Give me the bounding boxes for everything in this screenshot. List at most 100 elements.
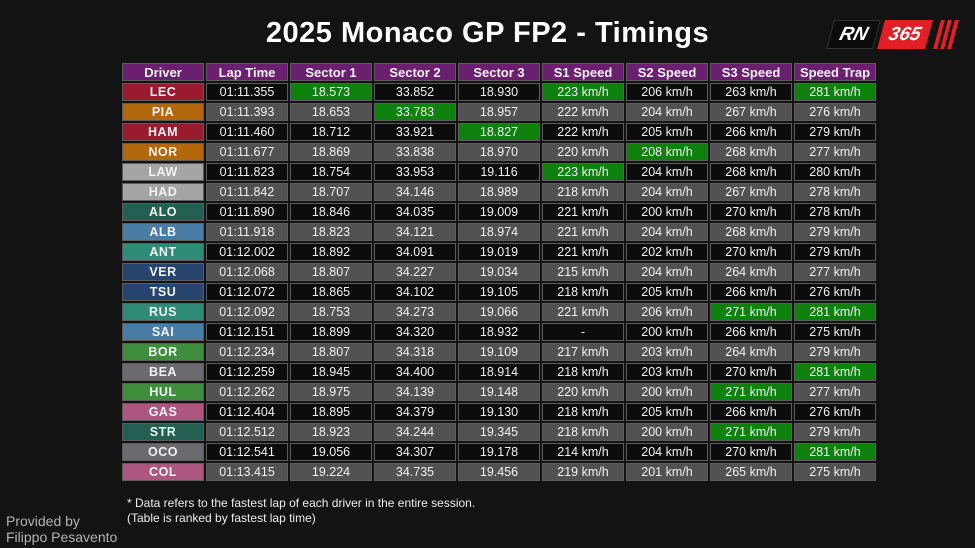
value-cell: 34.735 [374,463,456,481]
value-cell: 01:12.541 [206,443,288,461]
value-cell: 266 km/h [710,403,792,421]
value-cell: 19.224 [290,463,372,481]
value-cell: 200 km/h [626,203,708,221]
value-cell: 18.989 [458,183,540,201]
value-cell: 33.783 [374,103,456,121]
value-cell: 19.178 [458,443,540,461]
value-cell: 33.921 [374,123,456,141]
value-cell: 204 km/h [626,223,708,241]
table-row: GAS 01:12.404 18.895 34.379 19.130 218 km/h 20… [122,403,876,421]
value-cell: 279 km/h [794,343,876,361]
table-row: PIA 01:11.393 18.653 33.783 18.957 222 km/h 20… [122,103,876,121]
value-cell: 18.945 [290,363,372,381]
value-cell: 266 km/h [710,323,792,341]
value-cell: 222 km/h [542,103,624,121]
value-cell: 277 km/h [794,383,876,401]
value-cell: 223 km/h [542,83,624,101]
value-cell: 19.034 [458,263,540,281]
table-row: LEC 01:11.355 18.573 33.852 18.930 223 km/h 20… [122,83,876,101]
value-cell: 220 km/h [542,143,624,161]
value-cell: 01:13.415 [206,463,288,481]
value-cell: 18.823 [290,223,372,241]
value-cell: 18.653 [290,103,372,121]
value-cell: 280 km/h [794,163,876,181]
value-cell: 279 km/h [794,243,876,261]
value-cell: 214 km/h [542,443,624,461]
rn365-logo-rn-badge: RN [825,20,882,49]
table-row: LAW 01:11.823 18.754 33.953 19.116 223 km/h 20… [122,163,876,181]
value-cell: 266 km/h [710,123,792,141]
value-cell: 18.970 [458,143,540,161]
value-cell: 01:12.068 [206,263,288,281]
value-cell: 203 km/h [626,363,708,381]
value-cell: 217 km/h [542,343,624,361]
value-cell: 263 km/h [710,83,792,101]
driver-cell: COL [122,463,204,481]
value-cell: 271 km/h [710,423,792,441]
driver-cell: PIA [122,103,204,121]
value-cell: 275 km/h [794,323,876,341]
value-cell: 275 km/h [794,463,876,481]
value-cell: 34.139 [374,383,456,401]
value-cell: 221 km/h [542,303,624,321]
value-cell: 265 km/h [710,463,792,481]
value-cell: 18.827 [458,123,540,141]
driver-cell: SAI [122,323,204,341]
rn365-logo: RN 365 [825,20,959,49]
driver-cell: HAD [122,183,204,201]
value-cell: 19.019 [458,243,540,261]
table-row: ANT 01:12.002 18.892 34.091 19.019 221 km/h 20… [122,243,876,261]
value-cell: 276 km/h [794,283,876,301]
table-row: SAI 01:12.151 18.899 34.320 18.932-200 km/h 2… [122,323,876,341]
value-cell: 01:12.259 [206,363,288,381]
column-header: S1 Speed [542,63,624,81]
value-cell: 18.923 [290,423,372,441]
value-cell: 01:12.002 [206,243,288,261]
rn365-logo-stripes-icon [933,20,959,49]
value-cell: 270 km/h [710,443,792,461]
value-cell: 18.895 [290,403,372,421]
value-cell: 276 km/h [794,103,876,121]
table-row: HUL 01:12.262 18.975 34.139 19.148 220 km/h 20… [122,383,876,401]
column-header: S3 Speed [710,63,792,81]
value-cell: 281 km/h [794,83,876,101]
value-cell: 270 km/h [710,243,792,261]
value-cell: 18.846 [290,203,372,221]
footnote-line-2: (Table is ranked by fastest lap time) [127,511,316,525]
value-cell: 205 km/h [626,123,708,141]
value-cell: 264 km/h [710,263,792,281]
value-cell: 279 km/h [794,123,876,141]
value-cell: 204 km/h [626,163,708,181]
value-cell: 01:11.677 [206,143,288,161]
value-cell: 34.273 [374,303,456,321]
value-cell: 19.456 [458,463,540,481]
column-header: Driver [122,63,204,81]
table-row: HAM 01:11.460 18.712 33.921 18.827 222 km/h 20… [122,123,876,141]
value-cell: 277 km/h [794,143,876,161]
value-cell: 18.930 [458,83,540,101]
value-cell: 279 km/h [794,423,876,441]
value-cell: 204 km/h [626,443,708,461]
value-cell: 34.102 [374,283,456,301]
rn365-logo-rn-text: RN [837,23,871,45]
value-cell: 01:12.151 [206,323,288,341]
value-cell: 205 km/h [626,403,708,421]
table-row: ALO 01:11.890 18.846 34.035 19.009 221 km/h 20… [122,203,876,221]
column-header: S2 Speed [626,63,708,81]
value-cell: 34.121 [374,223,456,241]
value-cell: 19.148 [458,383,540,401]
value-cell: 19.130 [458,403,540,421]
value-cell: 281 km/h [794,363,876,381]
value-cell: 34.400 [374,363,456,381]
value-cell: 206 km/h [626,303,708,321]
value-cell: 34.379 [374,403,456,421]
driver-cell: BEA [122,363,204,381]
value-cell: 01:11.918 [206,223,288,241]
column-header: Sector 1 [290,63,372,81]
footnote-line-1: * Data refers to the fastest lap of each… [127,496,476,510]
column-header: Sector 3 [458,63,540,81]
value-cell: 34.146 [374,183,456,201]
value-cell: 271 km/h [710,383,792,401]
driver-cell: TSU [122,283,204,301]
